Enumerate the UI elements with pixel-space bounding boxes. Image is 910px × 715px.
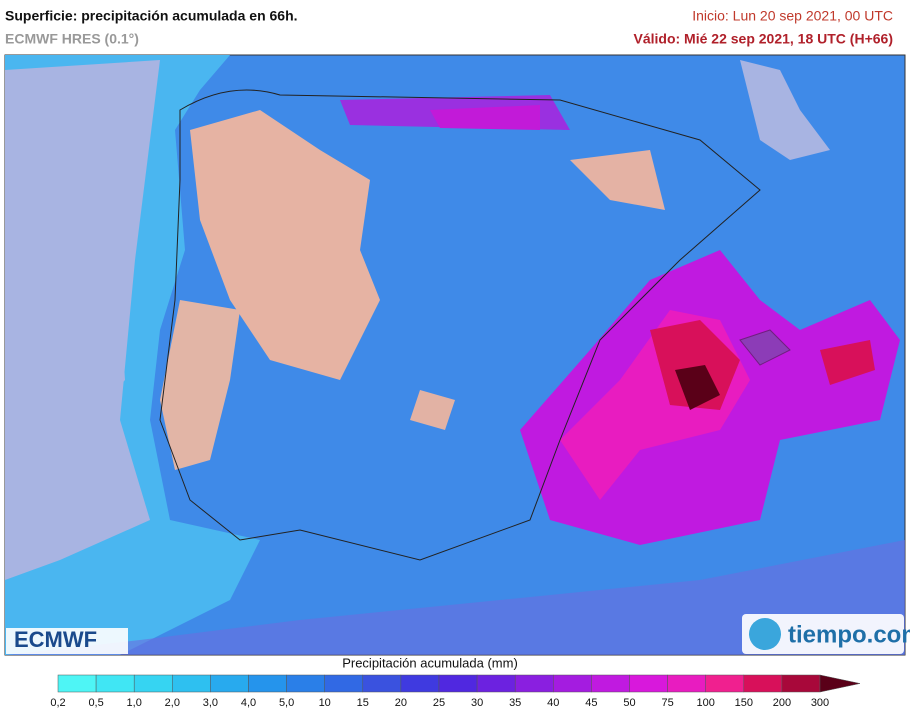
legend-label: 15 <box>357 697 369 709</box>
legend-swatch <box>514 674 554 693</box>
legend-swatch <box>324 674 364 693</box>
legend-swatch <box>781 674 821 693</box>
legend-swatch <box>743 674 783 693</box>
legend-label: 0,2 <box>50 697 65 709</box>
legend-swatch <box>210 674 249 693</box>
title: Superficie: precipitación acumulada en 6… <box>5 8 298 24</box>
legend-label: 10 <box>319 697 331 709</box>
legend-swatch <box>438 674 478 693</box>
legend-label: 30 <box>471 697 483 709</box>
legend-swatch <box>629 674 668 693</box>
legend-label: 50 <box>623 697 635 709</box>
legend-label: 0,5 <box>88 697 103 709</box>
legend-label: 25 <box>433 697 445 709</box>
legend-label: 150 <box>735 697 753 709</box>
legend-label: 35 <box>509 697 521 709</box>
legend-label: 100 <box>697 697 715 709</box>
legend-swatch <box>667 674 706 693</box>
legend-swatch <box>172 674 211 693</box>
legend-swatch <box>705 674 745 693</box>
ecmwf-logo: ECMWF <box>14 627 97 652</box>
legend-label: 1,0 <box>127 697 142 709</box>
map: ECMWF tiempo.com <box>4 54 910 656</box>
legend-label: 20 <box>395 697 407 709</box>
model: ECMWF HRES (0.1°) <box>5 31 139 47</box>
legend-swatch <box>286 674 325 693</box>
legend-swatch <box>133 674 173 693</box>
legend-title: Precipitación acumulada (mm) <box>342 655 518 670</box>
init-time: Inicio: Lun 20 sep 2021, 00 UTC <box>692 8 893 24</box>
legend-label: 75 <box>661 697 673 709</box>
legend-label: 3,0 <box>203 697 218 709</box>
legend-label: 45 <box>585 697 597 709</box>
legend-swatch <box>57 674 97 693</box>
tiempo-logo: tiempo.com <box>788 621 910 648</box>
legend-arrow <box>819 674 861 693</box>
legend-label: 40 <box>547 697 559 709</box>
legend-swatch <box>362 674 402 693</box>
legend-swatch <box>400 674 440 693</box>
legend-label: 5,0 <box>279 697 294 709</box>
legend-label: 2,0 <box>165 697 180 709</box>
valid-time: Válido: Mié 22 sep 2021, 18 UTC (H+66) <box>634 31 894 47</box>
legend-swatch <box>95 674 135 693</box>
legend-label: 300 <box>811 697 829 709</box>
legend-label: 4,0 <box>241 697 256 709</box>
legend-swatch <box>248 674 287 693</box>
legend-swatch <box>591 674 630 693</box>
legend: 0,2 0,5 1,0 2,0 3,0 4,0 5,0 10 15 20 25 30 35 40 45 50 7… <box>50 674 861 709</box>
legend-label: 200 <box>773 697 791 709</box>
legend-swatch <box>476 674 516 693</box>
legend-swatch <box>553 674 592 693</box>
